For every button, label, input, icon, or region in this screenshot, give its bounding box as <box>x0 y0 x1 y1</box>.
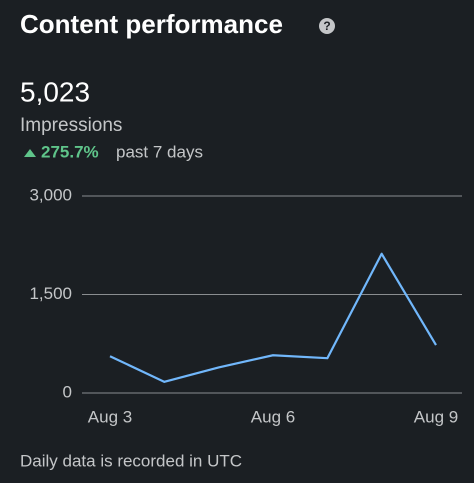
metric-value: 5,023 <box>20 76 90 107</box>
x-tick-label: Aug 3 <box>88 407 132 426</box>
y-tick-label: 1,500 <box>29 284 72 303</box>
help-icon[interactable] <box>319 18 335 34</box>
help-icon-glyph[interactable]: ? <box>323 19 330 33</box>
footer-note: Daily data is recorded in UTC <box>20 451 242 470</box>
change: 275.7% <box>41 142 99 161</box>
up-arrow <box>24 149 36 157</box>
title: Content performance <box>20 9 283 39</box>
metric-label: Impressions <box>20 115 122 136</box>
y-tick-label: 0 <box>63 382 72 401</box>
x-tick-label: Aug 9 <box>414 407 458 426</box>
y-tick-label: 3,000 <box>29 185 72 204</box>
line-series <box>109 252 437 383</box>
period: past 7 days <box>116 142 203 161</box>
x-tick-label: Aug 6 <box>251 407 295 426</box>
